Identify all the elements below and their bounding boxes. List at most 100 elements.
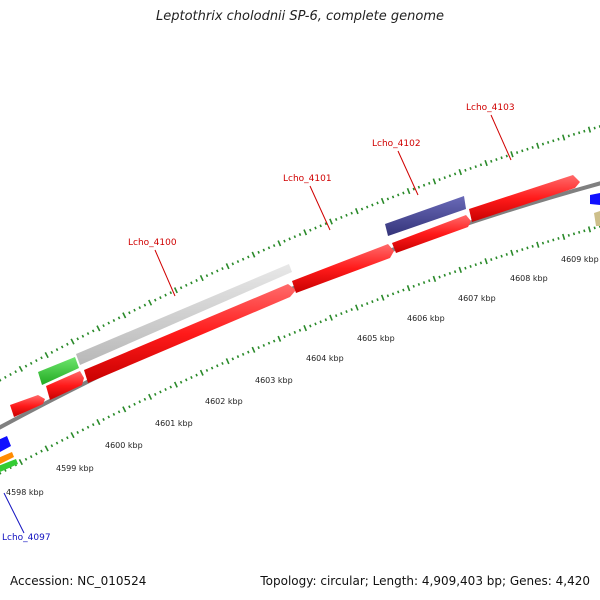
scale-tick <box>479 163 483 167</box>
scale-tick <box>531 146 534 149</box>
scale-tick <box>453 172 457 176</box>
gene-feature-purple[interactable] <box>385 196 466 236</box>
scale-tick <box>185 283 188 287</box>
scale-label: 4602 kbp <box>205 397 243 406</box>
scale-tick <box>148 393 153 400</box>
scale-tick <box>231 357 235 361</box>
gene-label: Lcho_4102 <box>372 139 421 149</box>
scale-tick <box>366 302 369 306</box>
scale-tick <box>371 300 374 304</box>
scale-tick <box>541 142 545 146</box>
gene-feature-blue[interactable] <box>590 193 600 205</box>
gene-label-line <box>309 185 331 231</box>
scale-label: 4607 kbp <box>458 294 496 303</box>
gene-feature-tan[interactable] <box>594 211 600 226</box>
gene-feature-red[interactable] <box>46 371 84 400</box>
scale-tick <box>355 208 359 215</box>
scale-label: 4603 kbp <box>255 376 293 385</box>
scale-tick <box>417 282 421 286</box>
scale-tick <box>495 256 498 260</box>
scale-label: 4606 kbp <box>407 314 445 323</box>
scale-tick <box>159 296 162 300</box>
gene-feature-red[interactable] <box>469 175 580 222</box>
scale-tick <box>66 436 69 440</box>
scale-tick <box>340 312 343 316</box>
scale-tick <box>133 308 136 312</box>
scale-tick <box>40 356 43 360</box>
scale-tick <box>484 258 488 265</box>
scale-tick <box>164 293 167 297</box>
scale-tick <box>122 406 127 413</box>
scale-tick <box>547 240 550 243</box>
scale-tick <box>251 346 256 353</box>
scale-tick <box>29 361 33 365</box>
gene-feature-blue[interactable] <box>0 436 11 452</box>
gene-label-line <box>397 150 419 196</box>
scale-tick <box>241 257 245 261</box>
scale-tick <box>247 255 250 259</box>
scale-tick <box>309 228 312 232</box>
scale-tick <box>490 258 493 261</box>
scale-tick <box>350 308 353 312</box>
scale-tick <box>314 226 317 230</box>
gene-label-line <box>154 249 176 297</box>
scale-tick <box>35 359 38 363</box>
scale-tick <box>44 352 49 359</box>
gene-feature-red[interactable] <box>10 395 45 417</box>
scale-tick <box>380 294 385 301</box>
scale-tick <box>44 445 49 452</box>
gene-feature-red[interactable] <box>392 215 471 253</box>
scale-tick <box>288 333 291 336</box>
scale-tick <box>112 412 116 416</box>
scale-tick <box>216 269 219 273</box>
scale-tick <box>283 335 286 339</box>
scale-tick <box>216 364 219 368</box>
gene-feature-red[interactable] <box>84 284 296 383</box>
scale-tick <box>474 263 477 267</box>
scale-tick <box>91 329 95 333</box>
scale-tick <box>587 126 592 133</box>
gene-feature-orange[interactable] <box>0 452 14 464</box>
scale-tick <box>552 139 555 143</box>
scale-tick <box>66 342 69 346</box>
scale-tick <box>412 284 415 288</box>
scale-tick <box>567 233 570 237</box>
gene-label-line <box>3 492 25 534</box>
scale-tick <box>221 267 224 271</box>
scale-tick <box>9 373 12 376</box>
scale-tick <box>572 132 576 136</box>
scale-tick <box>102 418 105 421</box>
scale-tick <box>55 441 59 445</box>
gene-feature-green[interactable] <box>38 357 79 385</box>
scale-tick <box>60 345 64 349</box>
scale-tick <box>593 126 596 130</box>
scale-tick <box>18 365 23 372</box>
scale-tick <box>18 459 23 466</box>
scale-tick <box>303 229 308 236</box>
scale-tick <box>247 350 250 354</box>
gene-feature-green[interactable] <box>0 459 18 472</box>
scale-tick <box>505 253 508 256</box>
scale-tick <box>24 457 28 461</box>
scale-label: 4600 kbp <box>105 441 143 450</box>
scale-tick <box>484 159 488 167</box>
scale-tick <box>153 298 157 302</box>
gene-feature-red[interactable] <box>292 244 394 293</box>
scale-tick <box>406 187 411 195</box>
scale-label: 4599 kbp <box>56 464 94 473</box>
gene-label: Lcho_4103 <box>466 103 515 113</box>
scale-tick <box>221 361 224 365</box>
scale-tick <box>391 195 395 199</box>
scale-tick <box>138 400 142 404</box>
scale-tick <box>309 324 312 328</box>
scale-tick <box>329 218 333 225</box>
scale-tick <box>303 325 308 332</box>
scale-tick <box>173 287 178 294</box>
scale-tick <box>272 244 276 248</box>
scale-tick <box>458 169 463 176</box>
scale-tick <box>319 224 322 228</box>
scale-tick <box>210 366 214 370</box>
scale-tick <box>122 312 127 319</box>
scale-tick <box>552 238 555 242</box>
gene-feature-gray[interactable] <box>76 264 292 365</box>
